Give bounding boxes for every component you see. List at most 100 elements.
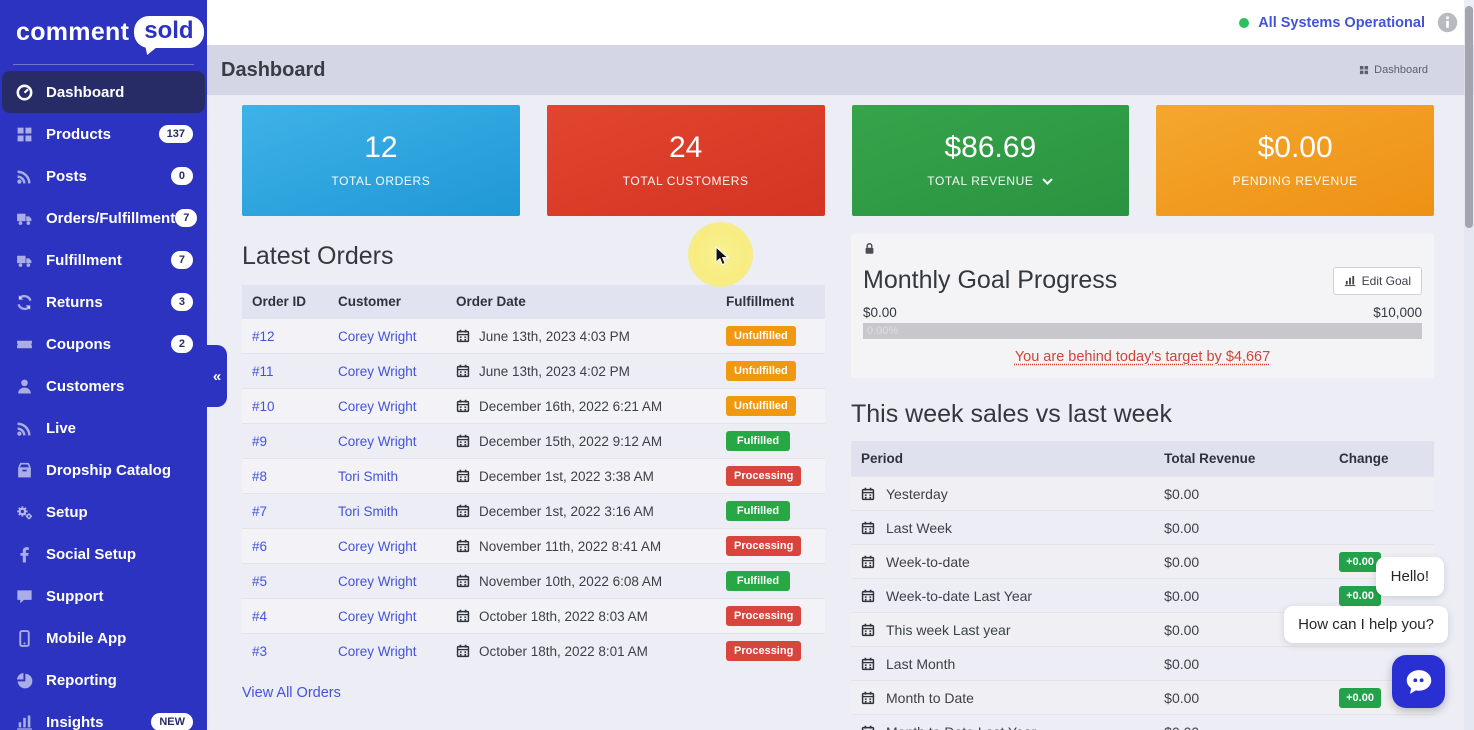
sidebar-item-support[interactable]: Support xyxy=(0,575,207,617)
order-row: #7 Tori Smith December 1st, 2022 3:16 AM… xyxy=(242,493,825,529)
sidebar-item-customers[interactable]: Customers xyxy=(0,365,207,407)
sidebar-item-mobile-app[interactable]: Mobile App xyxy=(0,617,207,659)
calendar-icon xyxy=(456,434,470,448)
sidebar-item-orders-fulfillment[interactable]: Orders/Fulfillment 7 xyxy=(0,197,207,239)
sidebar-item-returns[interactable]: Returns 3 xyxy=(0,281,207,323)
sidebar-item-coupons[interactable]: Coupons 2 xyxy=(0,323,207,365)
order-customer-link[interactable]: Corey Wright xyxy=(338,608,417,624)
stat-card-total-revenue[interactable]: $86.69 TOTAL REVENUE xyxy=(851,105,1130,216)
latest-orders-table: Order ID Customer Order Date Fulfillment… xyxy=(242,285,825,669)
calendar-icon xyxy=(456,539,470,553)
order-customer-link[interactable]: Corey Wright xyxy=(338,538,417,554)
stat-card-total-customers[interactable]: 24 TOTAL CUSTOMERS xyxy=(546,105,825,216)
sidebar-item-label: Social Setup xyxy=(46,545,137,563)
sidebar-item-dropship-catalog[interactable]: Dropship Catalog xyxy=(0,449,207,491)
sidebar-item-fulfillment[interactable]: Fulfillment 7 xyxy=(0,239,207,281)
calendar-icon xyxy=(456,364,470,378)
sidebar-item-posts[interactable]: Posts 0 xyxy=(0,155,207,197)
sidebar-item-social-setup[interactable]: Social Setup xyxy=(0,533,207,575)
calendar-icon xyxy=(456,609,470,623)
sales-change-badge: +0.00 xyxy=(1339,551,1382,572)
order-row: #9 Corey Wright December 15th, 2022 9:12… xyxy=(242,423,825,459)
sidebar-item-label: Setup xyxy=(46,503,88,521)
order-id-link[interactable]: #12 xyxy=(252,328,275,344)
commentsold-logo[interactable]: comment sold xyxy=(0,0,207,62)
bars-icon xyxy=(16,714,33,730)
view-all-orders-link[interactable]: View All Orders xyxy=(242,684,341,701)
info-icon[interactable] xyxy=(1437,12,1458,33)
order-id-link[interactable]: #8 xyxy=(252,468,268,484)
chat-launcher-button[interactable] xyxy=(1392,655,1445,708)
stat-card-value: 12 xyxy=(364,131,398,164)
user-icon xyxy=(16,378,33,395)
sidebar-nav: Dashboard Products 137 Posts 0 Orders/Fu… xyxy=(0,71,207,730)
fulfillment-status-badge: Unfulfilled xyxy=(726,396,796,416)
order-id-link[interactable]: #3 xyxy=(252,643,268,659)
order-row: #6 Corey Wright November 11th, 2022 8:41… xyxy=(242,528,825,564)
order-customer-link[interactable]: Corey Wright xyxy=(338,643,417,659)
sidebar-item-reporting[interactable]: Reporting xyxy=(0,659,207,701)
stat-card-total-orders[interactable]: 12 TOTAL ORDERS xyxy=(242,105,520,216)
sidebar-item-setup[interactable]: Setup xyxy=(0,491,207,533)
goal-range-min: $0.00 xyxy=(863,305,897,320)
edit-goal-label: Edit Goal xyxy=(1361,273,1411,288)
order-id-link[interactable]: #5 xyxy=(252,573,268,589)
chevron-down-icon[interactable] xyxy=(1041,175,1054,188)
topbar: All Systems Operational xyxy=(207,0,1474,45)
order-date: December 15th, 2022 9:12 AM xyxy=(479,433,663,449)
order-customer-link[interactable]: Corey Wright xyxy=(338,433,417,449)
order-id-link[interactable]: #6 xyxy=(252,538,268,554)
goal-percent-label: 0.00% xyxy=(867,325,899,337)
order-customer-link[interactable]: Tori Smith xyxy=(338,503,399,519)
box-icon xyxy=(16,462,33,479)
stat-card-label: PENDING REVENUE xyxy=(1232,174,1358,188)
order-customer-link[interactable]: Tori Smith xyxy=(338,468,399,484)
orders-header-customer: Customer xyxy=(328,285,446,319)
stat-card-value: $0.00 xyxy=(1257,131,1333,164)
monthly-goal-panel: Monthly Goal Progress Edit Goal $0.00 $1… xyxy=(851,234,1434,378)
order-row: #3 Corey Wright October 18th, 2022 8:01 … xyxy=(242,633,825,669)
scrollbar-track[interactable] xyxy=(1464,0,1474,730)
calendar-icon xyxy=(456,399,470,413)
order-customer-link[interactable]: Corey Wright xyxy=(338,363,417,379)
sidebar-item-live[interactable]: Live xyxy=(0,407,207,449)
chat-bubble-icon xyxy=(1405,668,1433,696)
sidebar-item-badge: NEW xyxy=(151,713,193,730)
order-id-link[interactable]: #7 xyxy=(252,503,268,519)
sidebar-item-insights[interactable]: Insights NEW xyxy=(0,701,207,730)
sidebar-divider xyxy=(13,64,194,65)
order-customer-link[interactable]: Corey Wright xyxy=(338,573,417,589)
order-id-link[interactable]: #9 xyxy=(252,433,268,449)
orders-header-order-date: Order Date xyxy=(446,285,716,319)
fulfillment-status-badge: Fulfilled xyxy=(726,571,790,591)
mouse-cursor xyxy=(715,246,730,266)
calendar-icon xyxy=(861,589,875,603)
sidebar-item-label: Mobile App xyxy=(46,629,127,647)
system-status-link[interactable]: All Systems Operational xyxy=(1258,14,1425,31)
edit-goal-button[interactable]: Edit Goal xyxy=(1332,266,1422,295)
week-sales-title: This week sales vs last week xyxy=(851,400,1172,428)
order-id-link[interactable]: #11 xyxy=(252,363,274,379)
sidebar-item-dashboard[interactable]: Dashboard xyxy=(2,71,205,113)
truck-icon xyxy=(16,252,33,269)
sidebar-item-products[interactable]: Products 137 xyxy=(0,113,207,155)
page-title: Dashboard xyxy=(221,58,326,81)
sales-row: Yesterday $0.00 xyxy=(851,476,1434,511)
sales-revenue: $0.00 xyxy=(1164,689,1200,706)
order-date: October 18th, 2022 8:03 AM xyxy=(479,608,648,624)
order-customer-link[interactable]: Corey Wright xyxy=(338,328,417,344)
phone-icon xyxy=(16,630,33,647)
sales-revenue: $0.00 xyxy=(1164,587,1200,604)
sales-header-revenue: Total Revenue xyxy=(1154,441,1330,477)
calendar-icon xyxy=(456,644,470,658)
order-id-link[interactable]: #10 xyxy=(252,398,275,414)
sales-revenue: $0.00 xyxy=(1164,655,1200,672)
order-customer-link[interactable]: Corey Wright xyxy=(338,398,417,414)
order-id-link[interactable]: #4 xyxy=(252,608,268,624)
sidebar-item-label: Dashboard xyxy=(46,83,125,101)
sidebar-collapse-button[interactable]: « xyxy=(207,345,227,407)
chat-icon xyxy=(16,588,33,605)
stat-card-pending-revenue[interactable]: $0.00 PENDING REVENUE xyxy=(1156,105,1434,216)
sales-period: Week-to-date Last Year xyxy=(886,587,1033,604)
scrollbar-thumb[interactable] xyxy=(1465,6,1473,228)
